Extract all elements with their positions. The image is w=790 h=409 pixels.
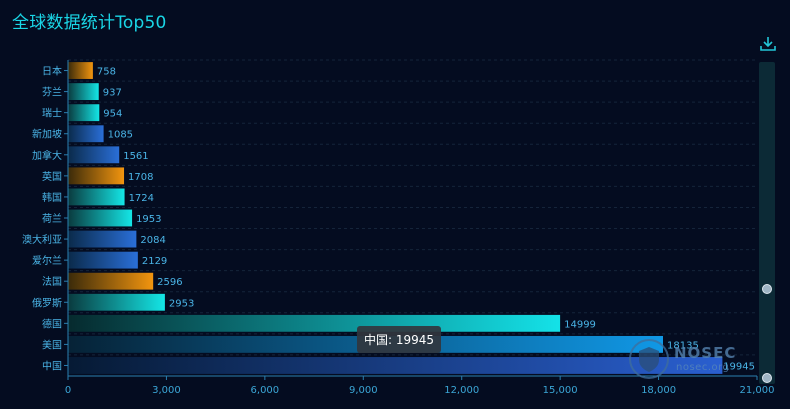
category-label: 澳大利亚 xyxy=(22,233,62,246)
x-tick-label: 9,000 xyxy=(349,385,378,396)
bar-荷兰 xyxy=(68,209,133,227)
x-tick-label: 15,000 xyxy=(543,385,578,396)
x-tick-label: 0 xyxy=(65,385,71,396)
value-label: 1724 xyxy=(129,193,154,204)
x-tick-label: 6,000 xyxy=(251,385,280,396)
value-label: 1085 xyxy=(108,130,133,141)
datazoom-handle-bottom[interactable] xyxy=(762,373,772,383)
value-label: 2129 xyxy=(142,256,167,267)
bar-日本 xyxy=(68,62,93,79)
value-label: 1953 xyxy=(136,214,161,225)
value-label: 2596 xyxy=(157,277,182,288)
category-label: 美国 xyxy=(42,338,62,351)
watermark-site: nosec.org xyxy=(676,362,730,373)
category-label: 英国 xyxy=(42,170,62,183)
chart-title: 全球数据统计Top50 xyxy=(12,13,167,33)
bar-法国 xyxy=(68,272,154,290)
category-label: 芬兰 xyxy=(42,86,62,99)
value-label: 14999 xyxy=(564,319,596,330)
category-label: 韩国 xyxy=(42,191,62,204)
category-label: 日本 xyxy=(42,65,62,78)
category-label: 俄罗斯 xyxy=(32,296,62,309)
value-label: 2084 xyxy=(140,235,165,246)
category-label: 法国 xyxy=(42,275,62,288)
category-label: 瑞士 xyxy=(42,107,62,120)
x-tick-label: 21,000 xyxy=(740,385,775,396)
x-tick-label: 3,000 xyxy=(152,385,181,396)
watermark: NOSEC nosec.org xyxy=(628,338,735,384)
watermark-brand: NOSEC xyxy=(674,344,737,362)
value-label: 954 xyxy=(103,109,122,120)
download-icon xyxy=(760,37,776,51)
value-label: 19945 xyxy=(723,361,755,372)
x-tick-label: 12,000 xyxy=(444,385,479,396)
category-label: 新加坡 xyxy=(32,128,62,141)
chart-tooltip: 中国: 19945 xyxy=(357,326,442,353)
value-label: 1708 xyxy=(128,172,153,183)
bar-新加坡 xyxy=(68,125,104,143)
bar-瑞士 xyxy=(68,104,100,122)
category-label: 荷兰 xyxy=(42,212,62,225)
bar-俄罗斯 xyxy=(68,293,165,311)
category-label: 加拿大 xyxy=(32,149,62,162)
value-label: 758 xyxy=(97,67,116,78)
bar-德国 xyxy=(68,314,561,332)
value-label: 937 xyxy=(103,88,122,99)
value-label: 1561 xyxy=(123,151,148,162)
download-button[interactable] xyxy=(758,34,778,54)
value-label: 2953 xyxy=(169,298,194,309)
shield-logo-icon xyxy=(629,339,669,379)
bar-芬兰 xyxy=(68,83,99,101)
datazoom-slider[interactable] xyxy=(759,62,775,384)
category-label: 德国 xyxy=(42,317,62,330)
bar-澳大利亚 xyxy=(68,230,137,248)
bar-加拿大 xyxy=(68,146,120,164)
datazoom-handle-top[interactable] xyxy=(762,284,772,294)
bar-韩国 xyxy=(68,188,125,206)
x-tick-label: 18,000 xyxy=(641,385,676,396)
value-label: 18135 xyxy=(667,340,699,351)
bar-中国 xyxy=(68,357,723,374)
category-label: 爱尔兰 xyxy=(32,254,62,267)
bar-爱尔兰 xyxy=(68,251,138,269)
bar-英国 xyxy=(68,167,125,185)
category-label: 中国 xyxy=(42,359,62,372)
